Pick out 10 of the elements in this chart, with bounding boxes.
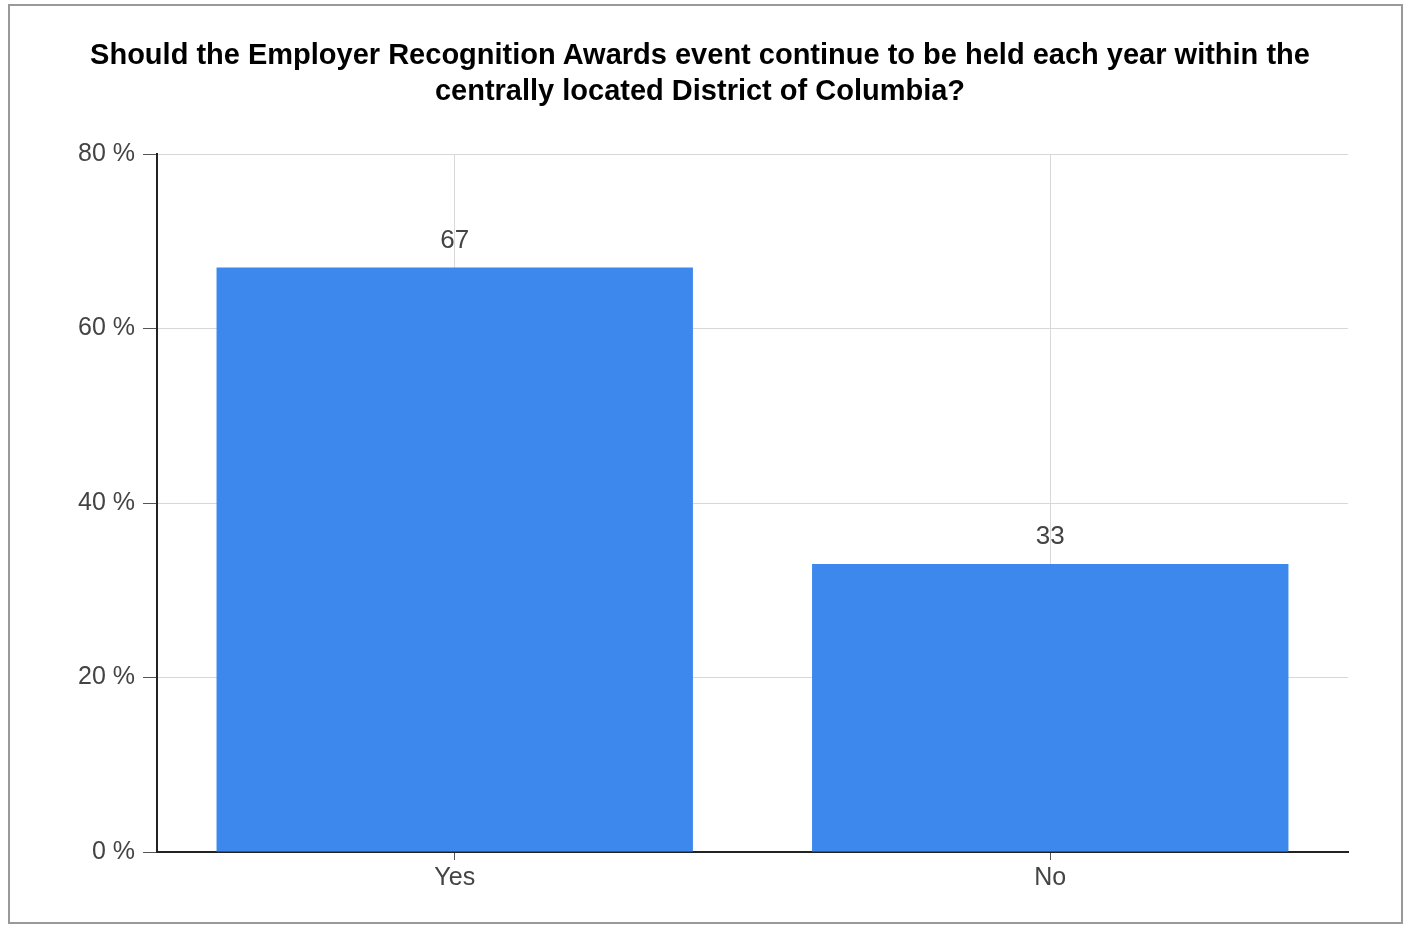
y-tick-label: 60 %: [78, 312, 135, 341]
data-label: 33: [1035, 520, 1065, 551]
y-tick-label: 20 %: [78, 661, 135, 690]
x-tick-label: No: [1034, 861, 1067, 890]
y-tick-label: 0 %: [91, 835, 135, 864]
data-label: 67: [440, 223, 470, 254]
y-tick-label: 40 %: [78, 486, 135, 515]
chart-title: Should the Employer Recognition Awards event continue to be held each year within the centrally located District of Columbia?: [89, 37, 1311, 108]
x-tick-label: Yes: [434, 861, 476, 890]
y-tick-label: 80 %: [78, 137, 135, 166]
